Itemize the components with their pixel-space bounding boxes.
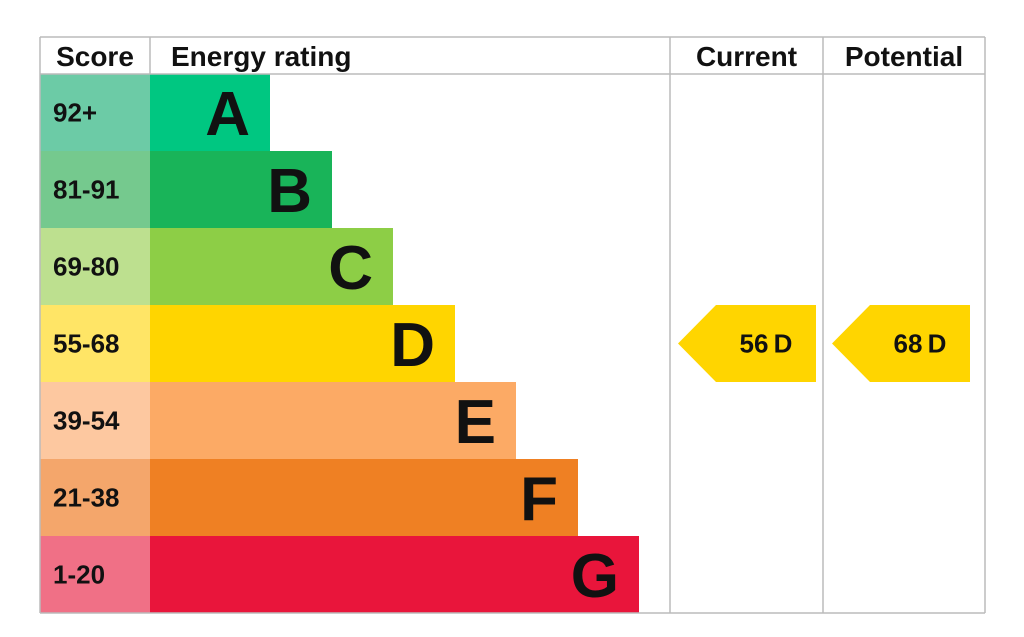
score-label: 81-91 bbox=[53, 175, 120, 205]
rating-letter: D bbox=[390, 311, 435, 380]
rating-bar bbox=[150, 74, 270, 151]
rating-letter: B bbox=[267, 157, 312, 226]
current-value: 56 bbox=[740, 329, 769, 359]
score-label: 55-68 bbox=[53, 329, 120, 359]
score-cell bbox=[40, 151, 150, 228]
score-label: 21-38 bbox=[53, 483, 120, 513]
rating-letter: F bbox=[520, 465, 558, 534]
header-potential: Potential bbox=[845, 41, 963, 72]
score-cell bbox=[40, 74, 150, 151]
rating-bar bbox=[150, 228, 393, 305]
score-label: 69-80 bbox=[53, 252, 120, 282]
score-cell bbox=[40, 228, 150, 305]
potential-arrow bbox=[832, 305, 970, 382]
score-cell bbox=[40, 382, 150, 459]
current-letter: D bbox=[774, 329, 793, 359]
rating-bar bbox=[150, 382, 516, 459]
rating-letter: C bbox=[328, 234, 373, 303]
potential-value: 68 bbox=[894, 329, 923, 359]
rating-bar bbox=[150, 151, 332, 228]
score-label: 39-54 bbox=[53, 406, 120, 436]
rating-bar bbox=[150, 536, 639, 613]
score-cell bbox=[40, 536, 150, 613]
rating-bar bbox=[150, 459, 578, 536]
score-label: 1-20 bbox=[53, 560, 105, 590]
header-rating: Energy rating bbox=[171, 41, 351, 72]
score-cell bbox=[40, 305, 150, 382]
rating-letter: G bbox=[571, 542, 619, 611]
header-current: Current bbox=[696, 41, 797, 72]
rating-letter: E bbox=[455, 388, 496, 457]
rating-bar bbox=[150, 305, 455, 382]
score-label: 92+ bbox=[53, 98, 97, 128]
potential-letter: D bbox=[928, 329, 947, 359]
current-arrow bbox=[678, 305, 816, 382]
score-cell bbox=[40, 459, 150, 536]
rating-letter: A bbox=[205, 80, 250, 149]
header-score: Score bbox=[56, 41, 134, 72]
